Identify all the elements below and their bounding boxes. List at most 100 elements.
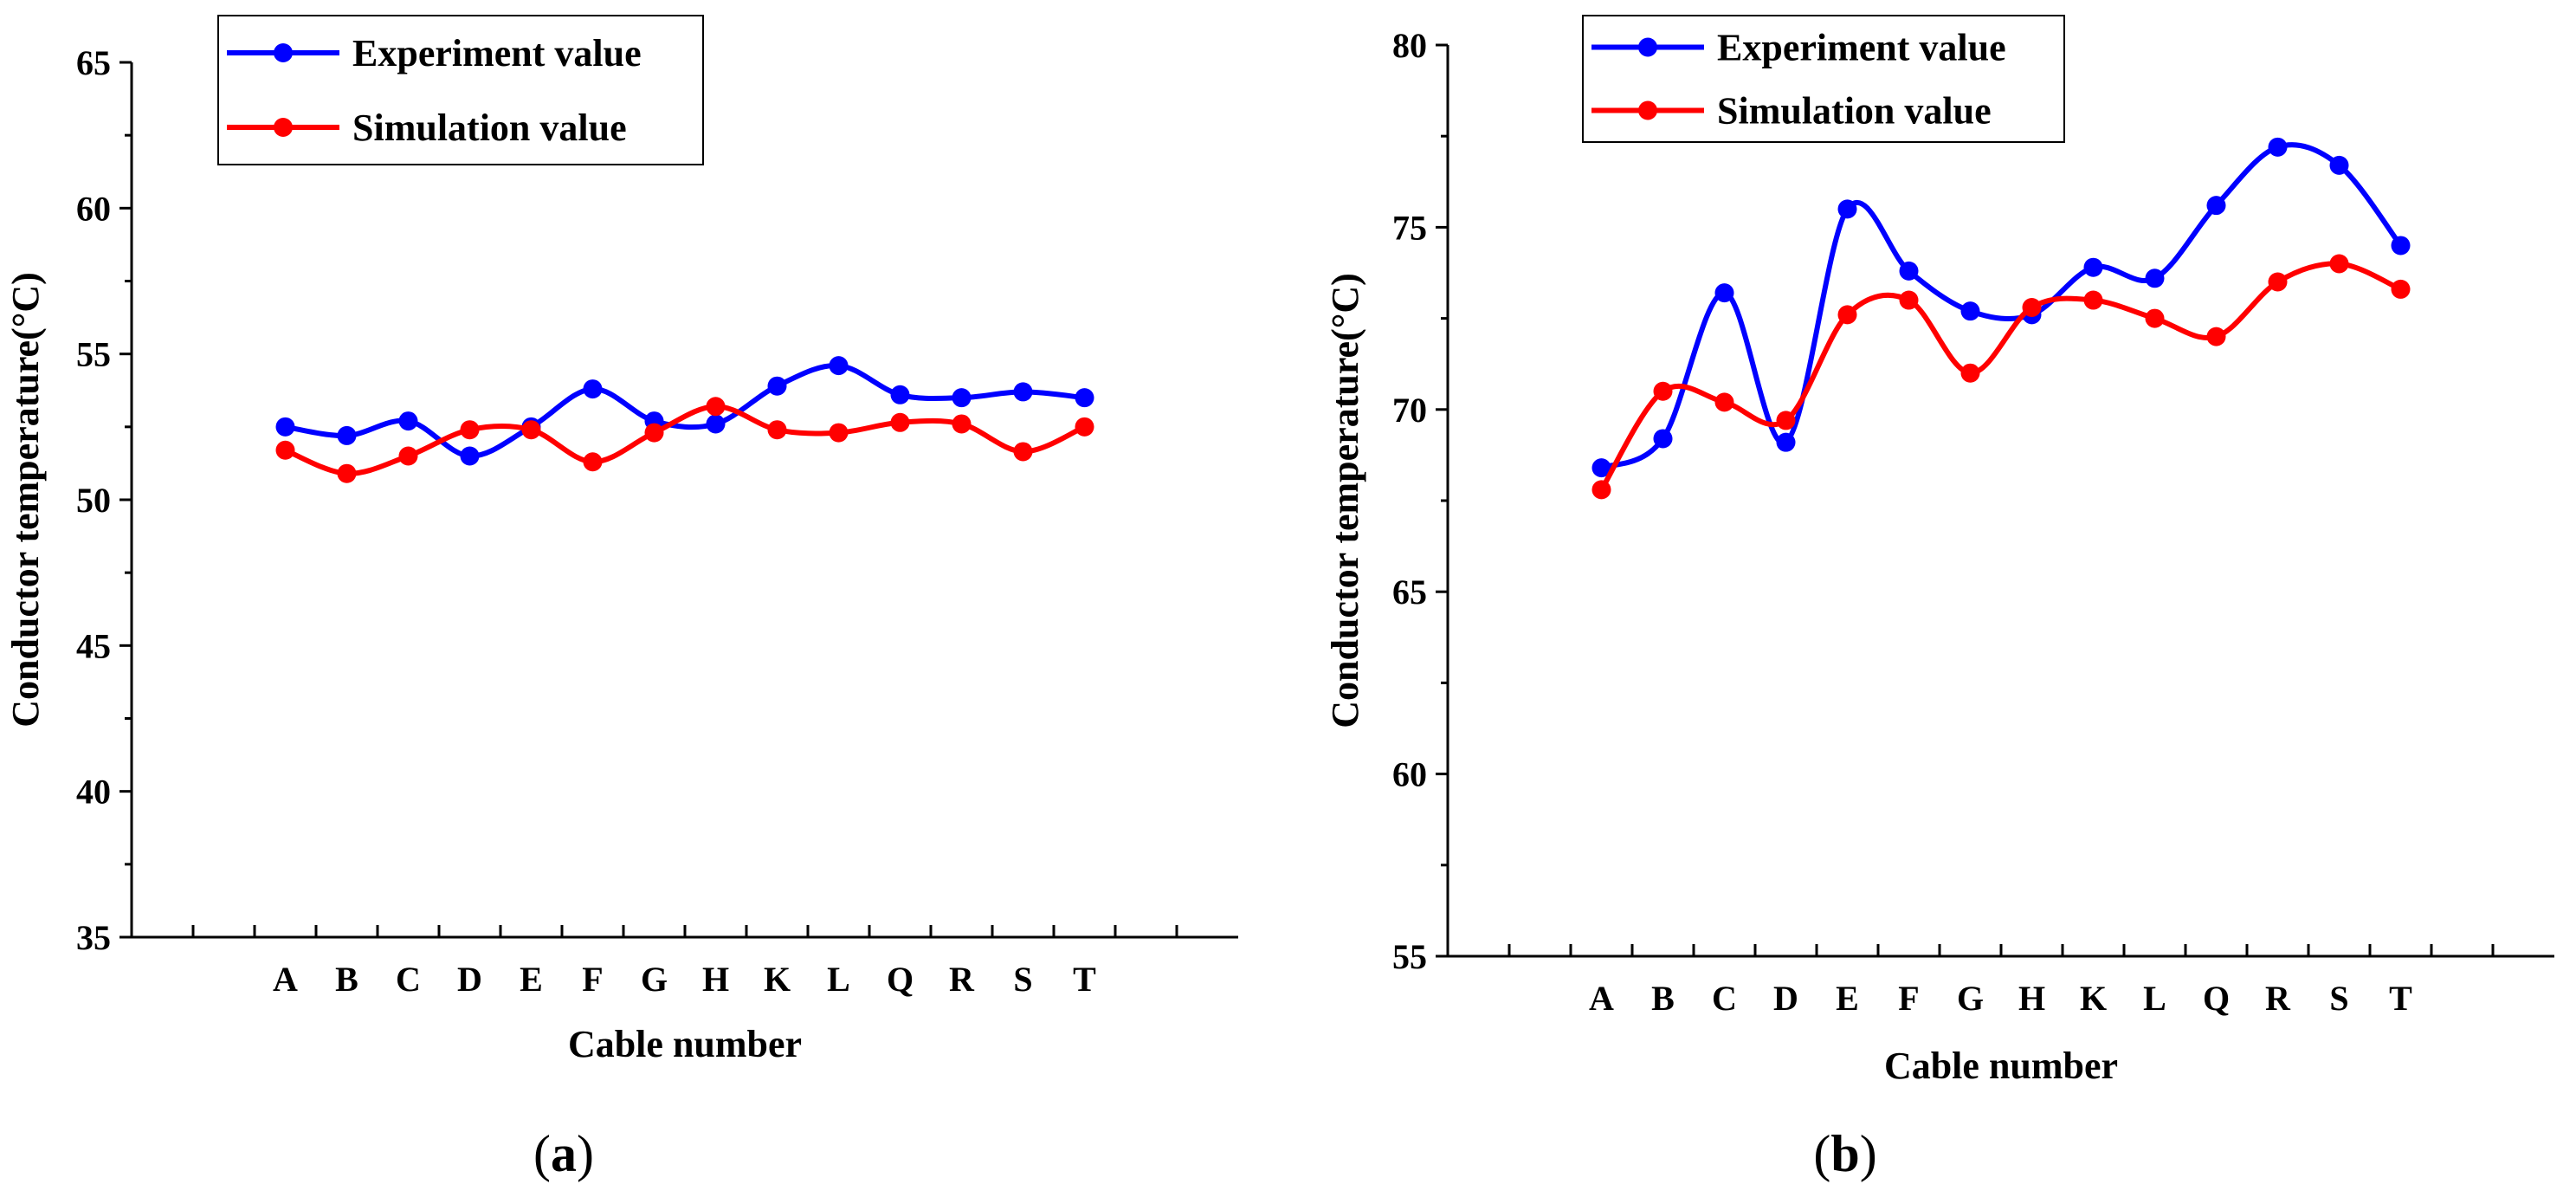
legend-swatch-marker [274,118,293,137]
data-point-experiment [1714,283,1734,303]
panel-label-letter: b [1830,1125,1859,1182]
data-point-simulation [2022,297,2042,317]
chart-panel-b: 55 60 65 70 75 80 A B C D E F G H K L Q R S T Cable number Co… [1324,15,2554,1182]
panel-label: (a) [533,1125,594,1182]
panel-label-letter: a [551,1125,577,1182]
x-tick-label: L [2143,979,2166,1018]
y-tick-label: 50 [76,481,111,520]
y-axis-title: Conductor temperature(°C) [1324,273,1366,728]
y-tick-label: 55 [1392,937,1427,976]
data-point-experiment [1075,388,1094,408]
x-tick-label: Q [887,960,914,999]
y-tick-label: 60 [76,189,111,228]
data-point-experiment [706,414,726,434]
data-point-simulation [2329,254,2349,274]
panel-label-paren: ) [577,1125,594,1182]
y-tick-label: 55 [76,335,111,374]
panel-label-paren: ( [1813,1125,1830,1182]
panel-label-paren: ( [533,1125,551,1182]
data-point-simulation [460,420,480,440]
data-point-experiment [2329,155,2349,175]
data-point-simulation [337,463,357,483]
data-point-simulation [2391,279,2411,299]
legend-label: Experiment value [352,32,642,74]
x-tick-label: L [827,960,850,999]
x-tick-label: F [582,960,603,999]
data-point-simulation [644,423,664,443]
x-tick-label: D [1773,979,1798,1018]
data-point-experiment [460,446,480,466]
legend-label: Simulation value [352,107,627,149]
x-axis-title: Cable number [1884,1045,2118,1087]
y-axis-title: Conductor temperature(°C) [4,272,47,728]
x-tick-label: E [1836,979,1859,1018]
data-point-experiment [1653,429,1673,449]
data-point-simulation [1837,305,1857,325]
series-line-experiment [1600,142,2403,470]
data-point-experiment [2083,257,2103,277]
data-point-simulation [706,397,726,417]
x-tick-label: B [1651,979,1675,1018]
x-axis-title: Cable number [568,1023,802,1065]
chart-panel-a: 35 40 45 50 55 60 65 A B C D E F G H K L Q R S T Cable number… [4,15,1238,1182]
data-point-simulation [1714,392,1734,412]
data-point-simulation [1776,411,1796,430]
x-tick-label: A [1589,979,1614,1018]
data-point-simulation [521,420,541,440]
y-tick-label: 35 [76,918,111,957]
legend-box [217,15,704,165]
x-tick-label: S [1013,960,1032,999]
data-point-simulation [1075,417,1094,437]
x-tick-label: Q [2203,979,2230,1018]
y-tick-label: 60 [1392,755,1427,794]
data-point-experiment [829,356,849,376]
legend-swatch-marker [274,43,293,62]
data-point-simulation [275,440,295,460]
data-point-experiment [952,388,972,408]
legend-swatch-marker [1638,37,1657,57]
x-tick-label: T [2389,979,2412,1018]
x-tick-label: E [520,960,543,999]
x-tick-label: F [1898,979,1919,1018]
x-tick-label: C [1712,979,1737,1018]
data-point-experiment [890,385,910,404]
data-point-experiment [1591,458,1611,478]
x-tick-label: S [2329,979,2348,1018]
legend-label: Experiment value [1717,27,2006,69]
data-point-experiment [275,417,295,437]
data-point-simulation [1960,363,1980,383]
data-point-experiment [398,411,418,431]
data-point-simulation [952,414,972,434]
legend-swatch-marker [1638,100,1657,120]
legend-label: Simulation value [1717,90,1992,133]
data-point-experiment [1776,432,1796,452]
data-point-simulation [1899,290,1919,310]
data-point-simulation [767,420,787,440]
data-point-simulation [1013,442,1033,462]
x-tick-label: H [702,960,729,999]
x-tick-label: T [1073,960,1096,999]
panel-label-paren: ) [1860,1125,1877,1182]
data-point-experiment [1960,301,1980,321]
data-point-simulation [2268,272,2288,292]
series-line-experiment [285,363,1085,459]
y-tick-label: 75 [1392,208,1427,247]
data-point-experiment [1013,382,1033,402]
data-point-experiment [767,376,787,396]
data-point-experiment [1837,199,1857,219]
data-point-simulation [2206,327,2226,346]
y-tick-label: 80 [1392,26,1427,65]
data-point-experiment [337,425,357,445]
x-tick-label: K [764,960,791,999]
data-point-experiment [2268,137,2288,157]
data-point-experiment [2206,196,2226,216]
data-point-simulation [1653,381,1673,401]
x-tick-label: C [396,960,421,999]
x-tick-label: G [1957,979,1984,1018]
x-tick-label: R [949,960,975,999]
x-tick-label: G [641,960,668,999]
data-point-simulation [829,423,849,443]
data-point-experiment [1899,261,1919,281]
x-tick-label: R [2265,979,2291,1018]
